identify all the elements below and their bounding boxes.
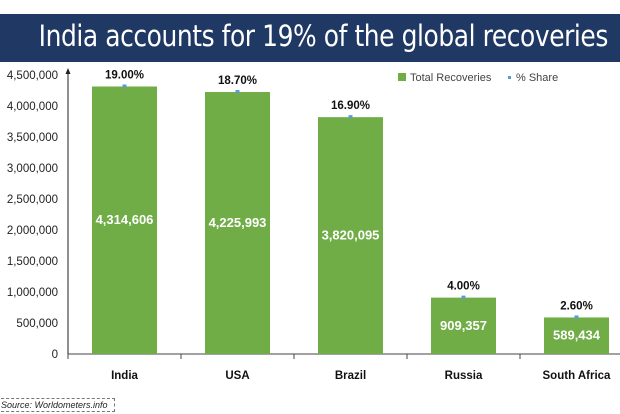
bar-value-label: 909,357	[440, 318, 487, 333]
x-tick-label: South Africa	[543, 370, 612, 382]
share-label: 19.00%	[105, 69, 144, 81]
share-label: 4.00%	[447, 281, 480, 293]
y-tick-label: 4,000,000	[7, 101, 58, 113]
bar-value-label: 589,434	[553, 328, 601, 343]
y-tick-label: 3,000,000	[7, 163, 58, 175]
bar-value-label: 4,225,993	[209, 215, 267, 230]
y-tick-label: 1,500,000	[7, 256, 58, 268]
y-tick-label: 3,500,000	[7, 132, 58, 144]
y-tick-label: 1,000,000	[7, 287, 58, 299]
bar-total-recoveries	[431, 297, 496, 354]
legend-swatch-total-recoveries	[398, 73, 406, 81]
legend-label-total-recoveries: Total Recoveries	[410, 72, 492, 84]
y-tick-label: 4,500,000	[7, 70, 58, 82]
share-label: 18.70%	[218, 75, 257, 87]
bar-total-recoveries	[544, 317, 609, 354]
share-label: 2.60%	[560, 300, 593, 312]
x-tick-label: USA	[225, 370, 249, 382]
share-point	[461, 295, 466, 299]
legend-label-share: % Share	[516, 72, 558, 84]
source-note: Source: Worldometers.info	[0, 398, 115, 412]
y-tick-label: 500,000	[16, 318, 58, 330]
y-tick-label: 2,500,000	[7, 194, 58, 206]
y-tick-label: 0	[52, 349, 58, 361]
x-tick-label: Brazil	[335, 370, 366, 382]
share-point	[122, 84, 127, 88]
bar-value-label: 3,820,095	[322, 228, 380, 243]
legend-swatch-share	[508, 76, 511, 79]
share-point	[348, 115, 353, 119]
share-label: 16.90%	[331, 100, 370, 112]
chart-title: India accounts for 19% of the global rec…	[38, 19, 609, 53]
share-point	[574, 315, 579, 319]
y-axis-arrow-icon	[65, 68, 71, 74]
x-tick-label: Russia	[445, 370, 483, 382]
bar-total-recoveries	[205, 91, 270, 354]
y-tick-label: 2,000,000	[7, 225, 58, 237]
x-tick-label: India	[111, 370, 138, 382]
bar-value-label: 4,314,606	[96, 212, 154, 227]
title-banner: India accounts for 19% of the global rec…	[0, 14, 620, 62]
bar-total-recoveries	[318, 117, 383, 354]
bar-total-recoveries	[92, 86, 157, 354]
share-point	[235, 89, 240, 93]
